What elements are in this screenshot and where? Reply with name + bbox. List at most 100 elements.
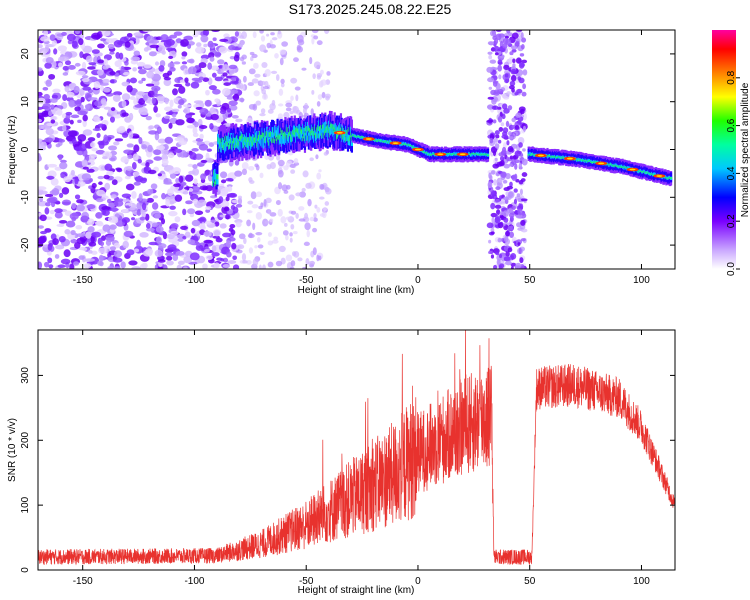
spectrogram-cell xyxy=(85,104,90,111)
spectrogram-cell xyxy=(177,104,182,109)
spectrogram-cell xyxy=(38,44,43,49)
spectrogram-cell xyxy=(85,231,92,239)
spectrogram-cell xyxy=(104,163,113,171)
spectrogram-cell xyxy=(252,103,258,111)
spectrogram-cell xyxy=(166,255,173,261)
spectrogram-cell xyxy=(203,239,214,244)
spectrogram-cell xyxy=(218,46,228,54)
spectrogram-cell xyxy=(70,114,80,119)
spectrogram-cell xyxy=(491,105,499,111)
snr-series-line xyxy=(38,330,675,566)
spectrogram-cell xyxy=(137,66,143,70)
spectrogram-cell xyxy=(492,80,499,84)
spectrogram-cell xyxy=(194,121,199,128)
spectrogram-cell xyxy=(233,54,240,62)
snr-x-ticks: -150 -100 -50 0 50 100 xyxy=(73,330,650,587)
spectrogram-cell xyxy=(193,100,204,104)
spectrogram-cell xyxy=(186,125,196,129)
spectrogram-cell xyxy=(52,238,59,246)
spectrogram-cell xyxy=(160,149,169,155)
spectrogram-cell xyxy=(38,235,47,244)
spectrogram-cell xyxy=(38,200,48,207)
spectrogram-cell xyxy=(178,175,184,183)
spectrogram-cell xyxy=(96,189,106,197)
spectrogram-cell xyxy=(292,105,299,114)
spectrogram-cell xyxy=(45,128,54,136)
spectrogram-cell xyxy=(298,218,306,222)
spectrogram-cell xyxy=(508,136,514,140)
snr-panel: -150 -100 -50 0 50 100 0 100 200 300 Height of s… xyxy=(7,329,676,596)
spectrogram-cell xyxy=(231,114,239,119)
y-tick-label: -20 xyxy=(20,237,31,252)
spectrogram-cell xyxy=(151,97,156,104)
spectrogram-cell xyxy=(110,107,116,112)
spectrogram-cell xyxy=(280,216,287,224)
spectrogram-cell xyxy=(163,106,173,112)
spectrogram-cell xyxy=(512,58,516,64)
spectrogram-cell xyxy=(184,174,194,182)
spectrogram-cell xyxy=(262,264,266,269)
spectrogram-cell xyxy=(229,55,236,60)
spectrogram-cell xyxy=(232,264,240,269)
spectrogram-cell xyxy=(313,35,319,40)
spectrogram-cell xyxy=(238,82,244,90)
spectrogram-cell xyxy=(97,69,104,76)
spectrogram-cell xyxy=(62,94,68,101)
ridge-peak-core xyxy=(437,153,444,156)
y-tick-label: 200 xyxy=(20,431,31,448)
spectrogram-cell xyxy=(67,65,76,70)
spectrogram-cell xyxy=(290,260,296,267)
spectrogram-cell xyxy=(71,202,77,210)
spectrogram-cell xyxy=(248,68,256,75)
spectrogram-cell xyxy=(170,223,179,229)
spectrogram-cell xyxy=(59,162,68,170)
spectrogram-cell xyxy=(69,119,74,125)
spectrogram-cell xyxy=(515,40,520,46)
ridge-peak-core xyxy=(566,157,573,160)
x-tick-label: -100 xyxy=(184,576,204,587)
spectrogram-cell xyxy=(73,85,80,93)
spectrogram-cell xyxy=(86,218,95,226)
spectrogram-cell xyxy=(519,188,523,196)
spectrogram-cell xyxy=(121,81,130,87)
spectrogram-cell xyxy=(124,175,131,180)
spectrogram-cell xyxy=(176,264,182,269)
spectrogram-cell xyxy=(132,162,137,170)
spectrogram-cell xyxy=(136,239,141,248)
spectrogram-cell xyxy=(100,38,106,42)
spectrogram-cell xyxy=(124,60,129,66)
spectrogram-cell xyxy=(145,115,152,121)
spectrogram-cell xyxy=(168,210,178,217)
spectrogram-cell xyxy=(49,34,56,42)
spectrogram-cell xyxy=(500,93,506,98)
spectrogram-cell xyxy=(136,61,146,67)
spectrogram-cell xyxy=(97,59,105,64)
spectrogram-cell xyxy=(123,149,133,154)
colorbar-gradient xyxy=(712,30,736,269)
spectrogram-cell xyxy=(187,239,196,245)
spectrogram-cell xyxy=(226,251,232,258)
spectrogram-cell xyxy=(488,239,492,244)
spectrogram-cell xyxy=(167,62,175,69)
spectrogram-cell xyxy=(285,254,293,262)
x-tick-label: 100 xyxy=(633,275,650,286)
spectrogram-cell xyxy=(309,157,314,162)
spectrogram-cell xyxy=(147,169,157,174)
spectrogram-cell xyxy=(299,191,306,198)
spectrogram-cell xyxy=(508,212,515,218)
spectrogram-cell xyxy=(228,89,239,94)
spectrogram-cell xyxy=(285,234,289,241)
spectrogram-cell xyxy=(305,182,312,189)
spectrogram-cell xyxy=(51,39,57,46)
spectrogram-cell xyxy=(277,170,284,178)
spectrogram-cell xyxy=(510,265,514,269)
ridge-cell xyxy=(216,174,219,180)
spectrogram-cell xyxy=(238,233,246,240)
spectrogram-cell xyxy=(178,139,188,146)
spectrogram-cell xyxy=(488,250,493,255)
spectrogram-cell xyxy=(113,266,121,269)
spectrogram-cell xyxy=(175,250,185,256)
spectrogram-cell xyxy=(129,77,138,84)
spectrogram-cell xyxy=(171,108,180,113)
spectrogram-cell xyxy=(120,65,125,74)
